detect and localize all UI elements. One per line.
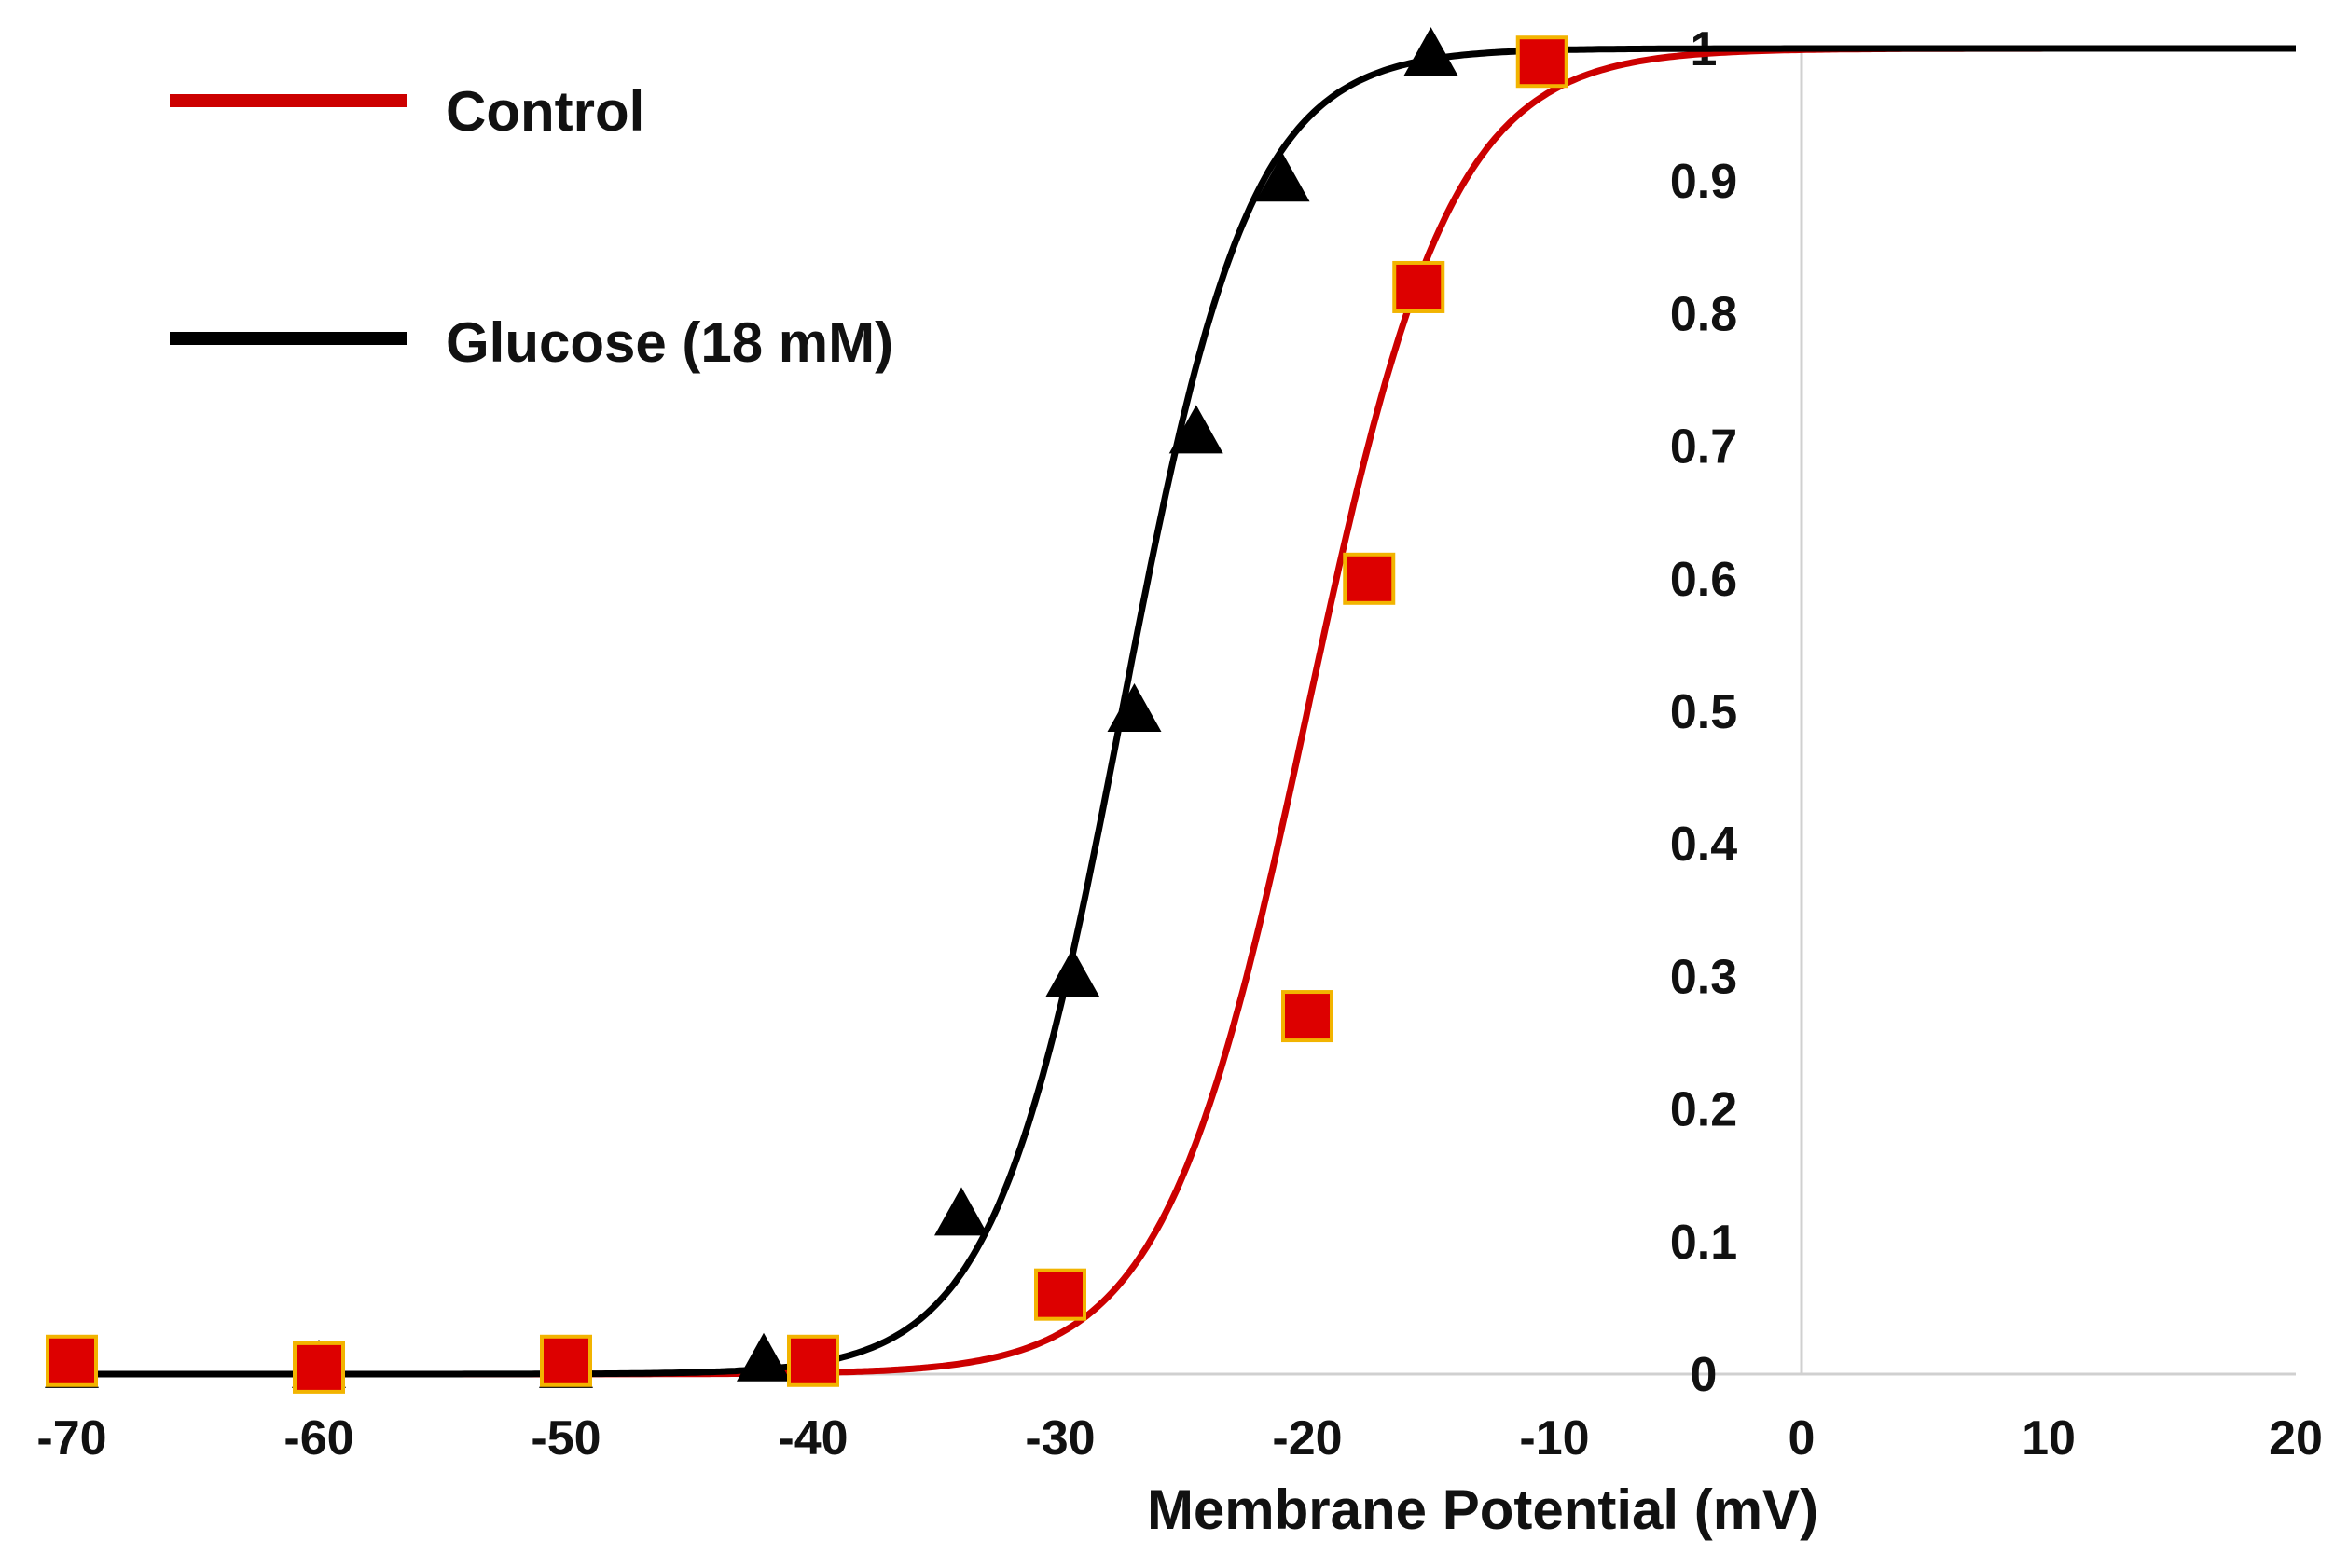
- glucose-data-point: [737, 1332, 791, 1382]
- control-data-point: [1515, 35, 1568, 89]
- y-tick-labels: 0 0.1 0.2 0.3 0.4 0.5 0.6 0.7 0.8 0.9 1: [1670, 22, 1737, 1402]
- glucose-data-point: [1045, 948, 1100, 997]
- y-tick-label: 0.5: [1670, 685, 1737, 739]
- y-tick-label: 0.6: [1670, 553, 1737, 607]
- fit-curve-glucose: [72, 45, 2296, 1378]
- glucose-data-point: [934, 1187, 988, 1236]
- x-axis-title: Membrane Potential (mV): [1147, 1479, 1818, 1541]
- y-tick-label: 0.9: [1670, 155, 1737, 209]
- x-tick-label: 0: [1789, 1411, 1816, 1465]
- y-tick-label: 0.8: [1670, 287, 1737, 341]
- y-tick-label: 0.4: [1670, 818, 1737, 872]
- control-data-point: [1281, 990, 1333, 1043]
- x-tick-label: -30: [1025, 1411, 1095, 1465]
- glucose-data-point: [1403, 27, 1458, 76]
- legend: Control Glucose (18 mM): [170, 80, 893, 374]
- fit-curves: [72, 45, 2296, 1378]
- glucose-data-point: [1255, 153, 1310, 202]
- glucose-data-point: [1168, 405, 1223, 454]
- y-tick-label: 0.7: [1670, 420, 1737, 475]
- x-tick-label: -40: [778, 1411, 848, 1465]
- x-tick-label: 20: [2269, 1411, 2323, 1465]
- control-data-point: [1343, 552, 1396, 605]
- control-data-point: [46, 1334, 98, 1387]
- glucose-data-point: [1107, 683, 1162, 732]
- control-data-point: [293, 1341, 345, 1394]
- data-markers: [45, 27, 1568, 1394]
- control-data-point: [1392, 260, 1445, 313]
- legend-label-control: Control: [446, 80, 644, 143]
- legend-label-glucose: Glucose (18 mM): [446, 311, 893, 374]
- x-tick-labels: -70 -60 -50 -40 -30 -20 -10 0 10 20: [36, 1411, 2323, 1465]
- y-tick-label: 0.2: [1670, 1083, 1737, 1137]
- control-data-point: [1034, 1268, 1086, 1321]
- control-data-point: [787, 1334, 839, 1387]
- control-data-point: [540, 1334, 592, 1387]
- x-tick-label: -60: [283, 1411, 353, 1465]
- x-tick-label: -70: [36, 1411, 106, 1465]
- y-tick-label: 0: [1691, 1348, 1718, 1402]
- x-tick-label: -50: [531, 1411, 601, 1465]
- x-tick-label: 10: [2022, 1411, 2076, 1465]
- y-tick-label: 0.3: [1670, 950, 1737, 1004]
- x-tick-label: -10: [1519, 1411, 1589, 1465]
- x-tick-label: -20: [1272, 1411, 1342, 1465]
- y-tick-label: 0.1: [1670, 1216, 1737, 1270]
